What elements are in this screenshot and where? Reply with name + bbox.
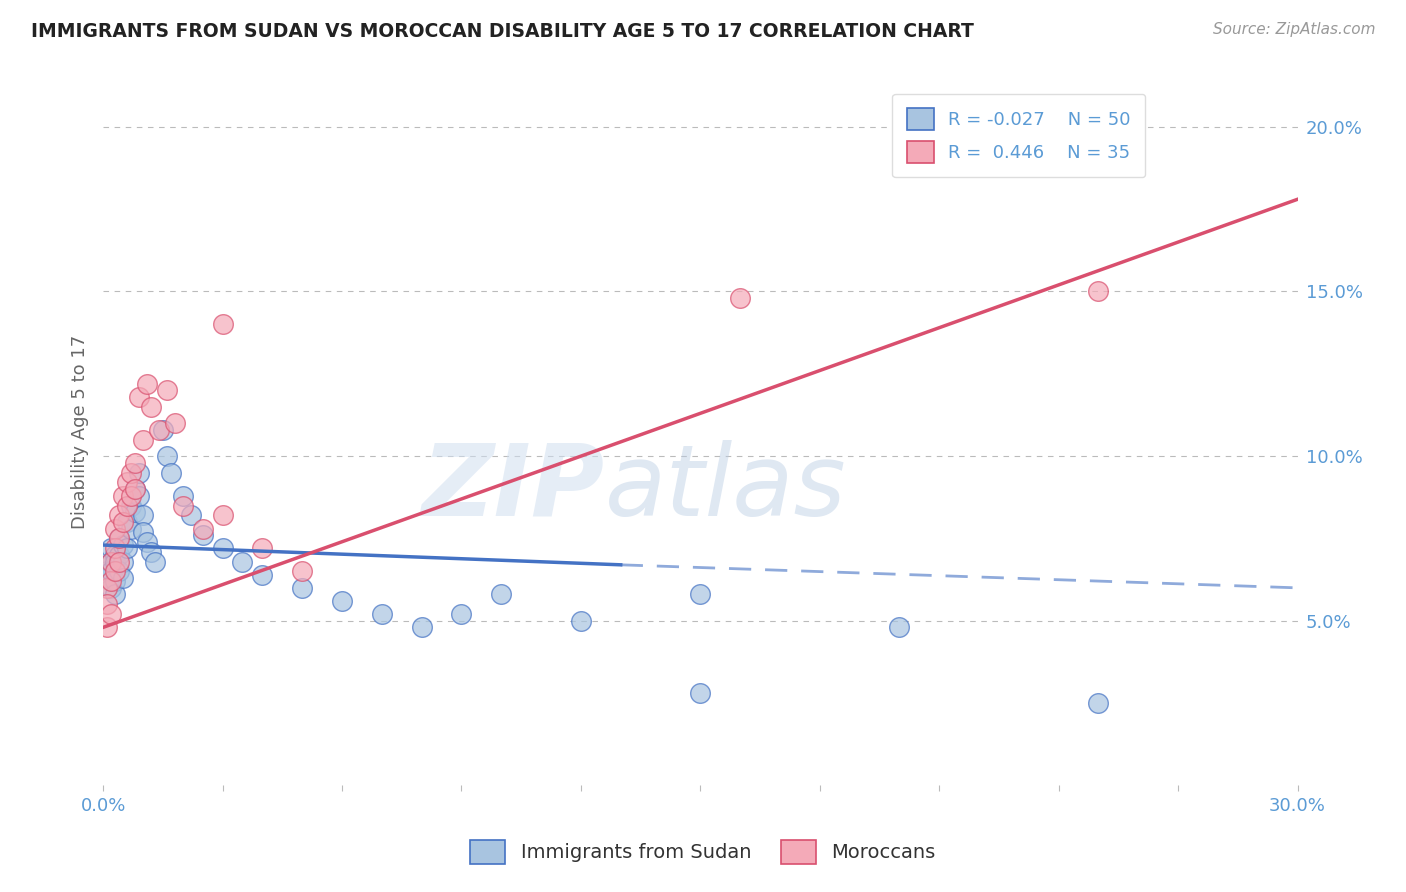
- Text: ZIP: ZIP: [422, 440, 605, 537]
- Point: [252, 567, 274, 582]
- Point: [100, 565, 122, 579]
- Point: [152, 423, 174, 437]
- Text: atlas: atlas: [605, 440, 846, 537]
- Point: [132, 433, 155, 447]
- Point: [115, 541, 138, 556]
- Point: [120, 466, 142, 480]
- Point: [112, 515, 135, 529]
- Point: [96, 565, 118, 579]
- Point: [104, 565, 127, 579]
- Legend: R = -0.027    N = 50, R =  0.446    N = 35: R = -0.027 N = 50, R = 0.446 N = 35: [893, 94, 1146, 178]
- Legend: Immigrants from Sudan, Moroccans: Immigrants from Sudan, Moroccans: [463, 832, 943, 871]
- Point: [128, 390, 150, 404]
- Point: [231, 555, 253, 569]
- Point: [569, 614, 592, 628]
- Point: [128, 489, 150, 503]
- Point: [689, 587, 711, 601]
- Point: [96, 581, 118, 595]
- Point: [371, 607, 394, 622]
- Point: [108, 555, 131, 569]
- Point: [124, 482, 146, 496]
- Point: [104, 541, 127, 556]
- Point: [124, 482, 146, 496]
- Point: [252, 541, 274, 556]
- Point: [100, 574, 122, 589]
- Point: [728, 291, 751, 305]
- Point: [156, 384, 179, 398]
- Point: [108, 532, 131, 546]
- Point: [104, 574, 127, 589]
- Point: [100, 555, 122, 569]
- Point: [96, 558, 118, 572]
- Point: [96, 598, 118, 612]
- Point: [112, 571, 135, 585]
- Point: [191, 522, 214, 536]
- Point: [163, 416, 186, 430]
- Point: [132, 508, 155, 523]
- Point: [104, 587, 127, 601]
- Text: IMMIGRANTS FROM SUDAN VS MOROCCAN DISABILITY AGE 5 TO 17 CORRELATION CHART: IMMIGRANTS FROM SUDAN VS MOROCCAN DISABI…: [31, 22, 974, 41]
- Point: [291, 581, 314, 595]
- Point: [128, 466, 150, 480]
- Point: [180, 508, 202, 523]
- Point: [120, 522, 142, 536]
- Point: [108, 532, 131, 546]
- Point: [211, 318, 233, 332]
- Point: [211, 508, 233, 523]
- Point: [135, 534, 157, 549]
- Point: [112, 538, 135, 552]
- Point: [104, 522, 127, 536]
- Point: [1087, 696, 1109, 710]
- Point: [889, 620, 911, 634]
- Point: [330, 594, 353, 608]
- Text: Source: ZipAtlas.com: Source: ZipAtlas.com: [1212, 22, 1375, 37]
- Point: [689, 686, 711, 700]
- Point: [156, 449, 179, 463]
- Point: [450, 607, 472, 622]
- Point: [104, 548, 127, 562]
- Point: [1087, 285, 1109, 299]
- Point: [96, 620, 118, 634]
- Point: [120, 489, 142, 503]
- Point: [115, 499, 138, 513]
- Point: [291, 565, 314, 579]
- Point: [100, 541, 122, 556]
- Point: [411, 620, 433, 634]
- Point: [211, 541, 233, 556]
- Point: [100, 607, 122, 622]
- Point: [143, 555, 166, 569]
- Point: [491, 587, 513, 601]
- Point: [108, 508, 131, 523]
- Point: [172, 499, 194, 513]
- Point: [139, 400, 162, 414]
- Point: [100, 581, 122, 595]
- Point: [108, 548, 131, 562]
- Point: [191, 528, 214, 542]
- Point: [124, 456, 146, 470]
- Point: [135, 376, 157, 391]
- Point: [132, 524, 155, 539]
- Point: [112, 489, 135, 503]
- Point: [139, 544, 162, 558]
- Point: [159, 466, 181, 480]
- Point: [148, 423, 170, 437]
- Point: [112, 555, 135, 569]
- Point: [115, 475, 138, 490]
- Point: [96, 571, 118, 585]
- Y-axis label: Disability Age 5 to 17: Disability Age 5 to 17: [72, 334, 89, 529]
- Point: [104, 555, 127, 569]
- Point: [124, 505, 146, 519]
- Point: [120, 499, 142, 513]
- Point: [100, 555, 122, 569]
- Point: [115, 515, 138, 529]
- Point: [108, 565, 131, 579]
- Point: [172, 489, 194, 503]
